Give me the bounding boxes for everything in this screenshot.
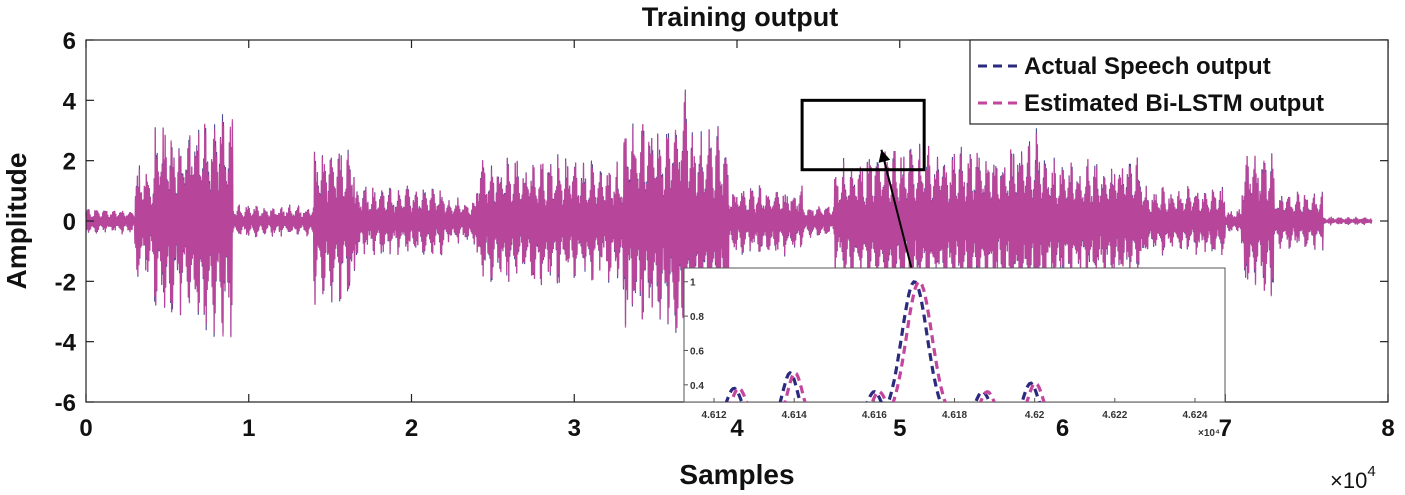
axis-ticks: 0 1 2 3 4 5 6 7 8 6 4 2 0 -2 -4 -6: [55, 28, 1395, 442]
x-axis-exponent-base: ×10: [1330, 468, 1367, 493]
signal-waveforms: [85, 89, 1373, 340]
inset-x-tick-label: 4.624: [1182, 410, 1207, 421]
y-tick-label: 4: [63, 88, 77, 115]
x-tick-label: 4: [730, 415, 744, 442]
inset-y-tick-label: 0.4: [690, 381, 704, 392]
inset-x-tick-label: 4.618: [942, 410, 967, 421]
y-axis-label-group: Amplitude: [1, 153, 32, 290]
inset-x-tick-label: 4.62: [1025, 410, 1045, 421]
chart-title: Training output: [642, 2, 838, 32]
x-tick-label: 6: [1056, 415, 1069, 442]
y-tick-label: -4: [55, 330, 77, 357]
inset-x-exponent: ×10⁴: [1198, 428, 1220, 439]
y-tick-label: -6: [55, 390, 76, 417]
y-tick-label: -2: [55, 269, 76, 296]
inset-lines: [724, 280, 1046, 402]
inset-y-tick-label: 0.8: [690, 312, 704, 323]
legend: Actual Speech output Estimated Bi-LSTM o…: [969, 39, 1389, 125]
legend-box: [969, 39, 1389, 125]
zoom-arrow: [880, 149, 916, 280]
zoom-region-box: [800, 98, 926, 172]
y-tick-label: 6: [63, 28, 76, 55]
legend-label-estimated: Estimated Bi-LSTM output: [1024, 90, 1324, 117]
inset-y-tick-label: 1: [690, 278, 696, 289]
series-estimated-bilstm: [85, 92, 1373, 338]
x-tick-label: 7: [1219, 415, 1232, 442]
legend-label-actual: Actual Speech output: [1024, 53, 1271, 80]
inset-x-tick-label: 4.622: [1102, 410, 1127, 421]
inset-series-actual: [724, 280, 1042, 402]
x-tick-label: 0: [79, 415, 92, 442]
x-tick-label: 1: [242, 415, 255, 442]
y-tick-label: 0: [63, 209, 76, 236]
x-axis-label: Samples: [679, 459, 794, 490]
inset-frame: [683, 267, 1226, 403]
x-tick-label: 8: [1381, 415, 1394, 442]
x-tick-label: 3: [568, 415, 581, 442]
inset-x-tick-label: 4.616: [862, 410, 887, 421]
y-axis-label: Amplitude: [1, 153, 32, 290]
inset-y-tick-label: 0.6: [690, 346, 704, 357]
x-tick-label: 2: [405, 415, 418, 442]
x-tick-label: 5: [893, 415, 906, 442]
x-axis-exponent-power: 4: [1367, 463, 1375, 480]
zoom-arrowhead: [878, 149, 891, 163]
zoom-inset: 4.612 4.614 4.616 4.618 4.62 4.622 4.624 0.4 0.6…: [683, 267, 1226, 439]
x-axis-exponent: ×104: [1330, 463, 1376, 493]
inset-x-tick-label: 4.612: [702, 410, 727, 421]
inset-ticks: 4.612 4.614 4.616 4.618 4.62 4.622 4.624 0.4 0.6…: [684, 278, 1208, 421]
inset-x-tick-label: 4.614: [782, 410, 807, 421]
y-tick-label: 2: [63, 149, 76, 176]
